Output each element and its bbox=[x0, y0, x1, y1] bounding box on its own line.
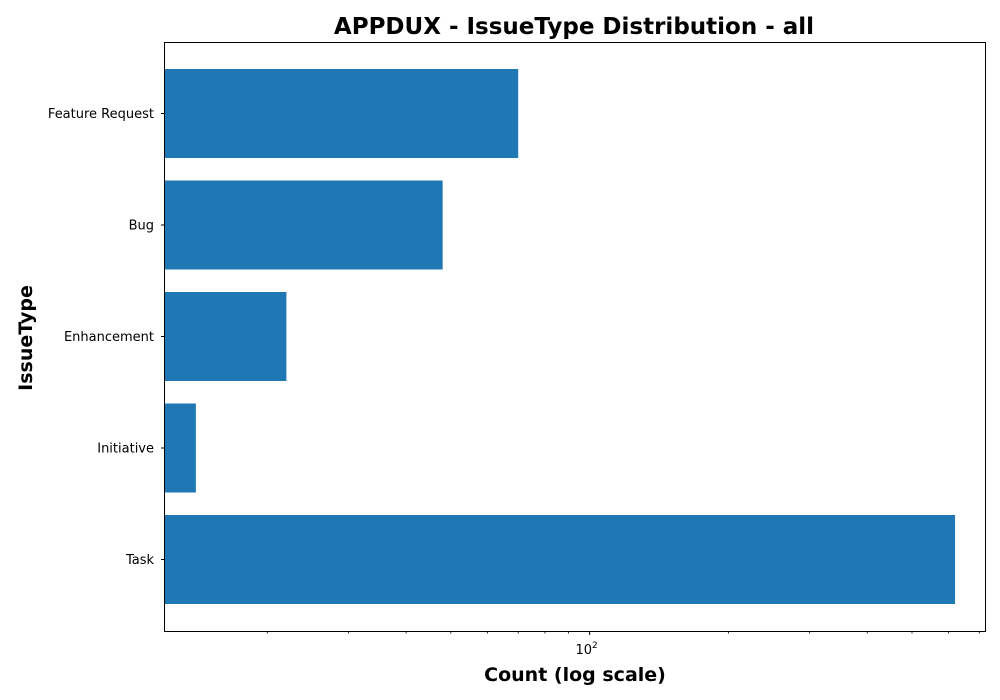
bars bbox=[165, 69, 956, 604]
y-tick-label-feature-request: Feature Request bbox=[48, 107, 154, 122]
y-axis-label: IssueType bbox=[15, 285, 37, 391]
chart-title: APPDUX - IssueType Distribution - all bbox=[334, 14, 814, 40]
bar-feature-request bbox=[165, 69, 519, 158]
y-tick-label-initiative: Initiative bbox=[97, 442, 154, 457]
x-tick-label: 102 bbox=[575, 641, 597, 658]
plot-frame bbox=[164, 42, 986, 632]
x-axis-ticks: 102 bbox=[266, 631, 980, 658]
x-axis-label: Count (log scale) bbox=[484, 664, 666, 686]
bar-enhancement bbox=[165, 292, 287, 381]
bar-bug bbox=[165, 180, 443, 270]
bar-initiative bbox=[165, 403, 196, 493]
y-tick-label-bug: Bug bbox=[129, 219, 154, 234]
y-tick-label-enhancement: Enhancement bbox=[64, 330, 154, 345]
y-tick-label-task: Task bbox=[125, 553, 155, 568]
y-axis-ticks: Feature Request Bug Enhancement Initiative T… bbox=[48, 107, 165, 568]
bar-task bbox=[165, 515, 956, 604]
